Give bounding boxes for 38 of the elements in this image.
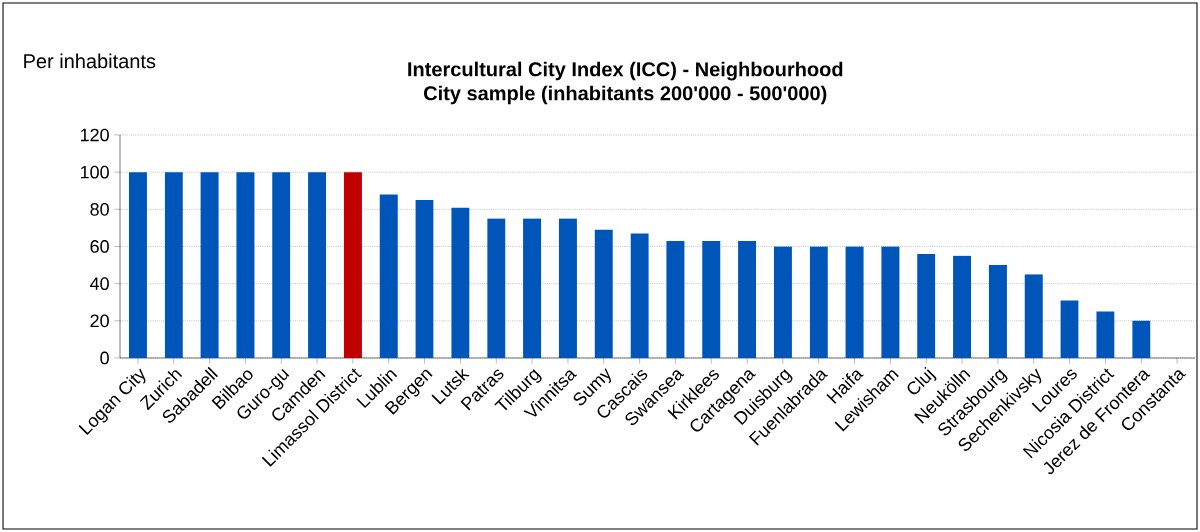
bar [558,218,577,358]
y-tick-label: 120 [80,128,109,142]
bar [236,172,255,358]
bar [451,207,470,358]
bar [881,246,900,358]
y-tick-label: 80 [90,202,109,216]
chart-title: Intercultural City Index (ICC) - Neighbourhood City sample (inhabitants 200'000 - 500'000) [408,61,843,105]
y-tick-label: 100 [80,165,109,179]
bar [917,253,936,358]
y-tick-label: 60 [90,240,109,253]
bar [128,172,147,358]
bar [1096,311,1115,358]
bar [953,255,972,358]
bar [487,218,506,358]
bar [1060,300,1079,358]
bar [773,246,792,358]
bar [1024,274,1043,358]
y-axis-title: Per inhabitants [24,53,156,69]
bar [523,218,542,358]
bar [308,172,327,358]
bar [1132,320,1151,358]
bar [845,246,864,358]
y-tick-label: 40 [90,277,109,291]
bar [988,265,1007,358]
bar [630,233,649,358]
bar [809,246,828,358]
bar [594,229,613,358]
bar [666,240,685,358]
bar [200,172,219,358]
bar [702,240,721,358]
bar [379,194,398,358]
bar [415,200,434,358]
y-tick-label: 0 [100,351,109,365]
bar [272,172,291,358]
bar [343,172,362,358]
bar [738,240,757,358]
bar [164,172,183,358]
y-tick-label: 20 [90,314,109,328]
